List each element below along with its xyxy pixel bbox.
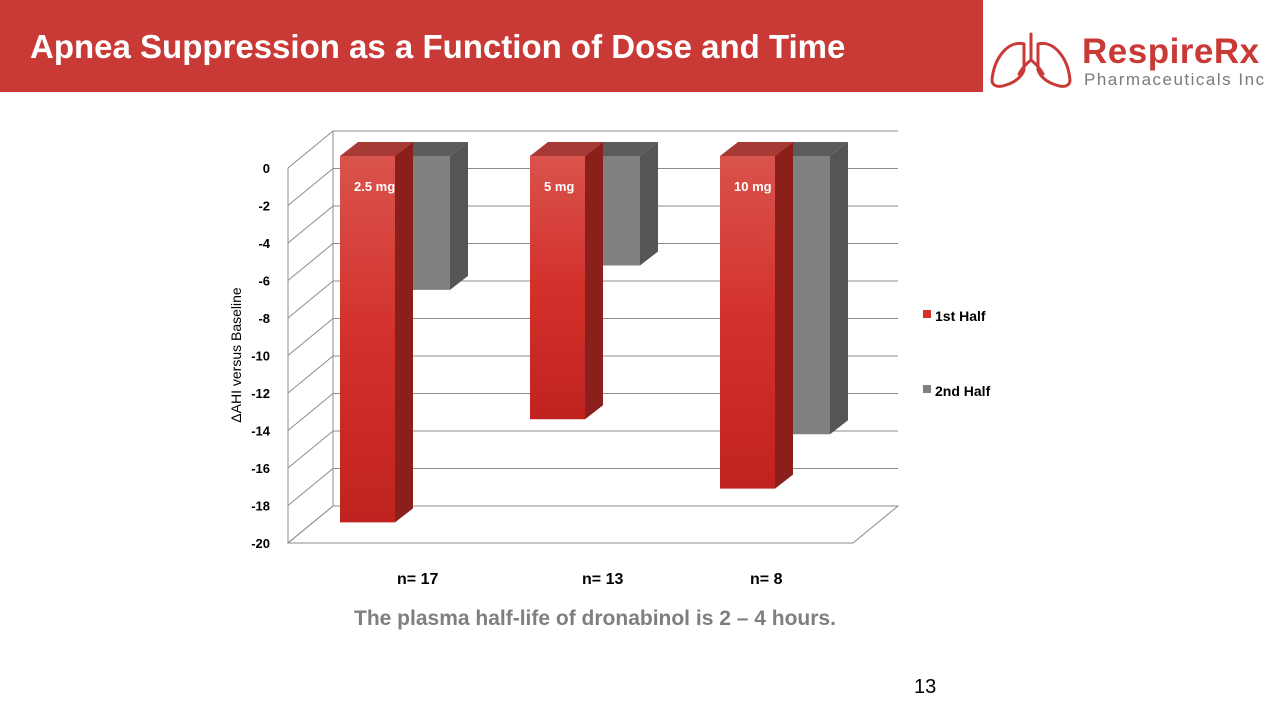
dose-label: 10 mg bbox=[734, 179, 772, 194]
gridline-side bbox=[287, 393, 334, 431]
first-half-bar bbox=[720, 142, 793, 489]
logo-brand-text: RespireRx bbox=[1082, 32, 1260, 71]
y-tick-label: 0 bbox=[263, 161, 270, 176]
legend-swatch-second-half bbox=[923, 385, 931, 393]
y-tick-label: -18 bbox=[251, 499, 270, 514]
n-label: n= 8 bbox=[750, 571, 783, 588]
gridline-side bbox=[287, 430, 334, 469]
gridline-side bbox=[287, 205, 334, 244]
y-tick-label: -12 bbox=[251, 386, 270, 401]
gridline-side bbox=[287, 130, 334, 169]
gridline-side bbox=[287, 243, 334, 281]
dose-label: 2.5 mg bbox=[354, 179, 395, 194]
company-logo: RespireRx Pharmaceuticals Inc bbox=[986, 26, 1276, 92]
y-tick-label: -6 bbox=[258, 274, 270, 289]
gridline-side bbox=[287, 168, 334, 206]
caption: The plasma half-life of dronabinol is 2 … bbox=[354, 607, 836, 630]
y-tick-label: -4 bbox=[258, 236, 270, 251]
gridline-side bbox=[287, 355, 334, 394]
y-tick-label: -8 bbox=[258, 311, 270, 326]
first-half-bar bbox=[530, 142, 603, 420]
title-bar: Apnea Suppression as a Function of Dose … bbox=[0, 0, 983, 92]
lungs-icon bbox=[990, 32, 1072, 88]
n-label: n= 13 bbox=[582, 571, 623, 588]
y-tick-label: -14 bbox=[251, 424, 271, 439]
page-number: 13 bbox=[914, 676, 937, 698]
logo-subtitle: Pharmaceuticals Inc bbox=[1084, 70, 1266, 89]
dose-label: 5 mg bbox=[544, 179, 574, 194]
legend-swatch-first-half bbox=[923, 310, 931, 318]
n-label: n= 17 bbox=[397, 571, 438, 588]
legend: 1st Half 2nd Half bbox=[923, 308, 991, 399]
slide-title: Apnea Suppression as a Function of Dose … bbox=[30, 28, 846, 65]
gridline-side bbox=[287, 468, 334, 506]
gridline-side bbox=[287, 505, 334, 544]
first-half-bar bbox=[340, 142, 413, 523]
legend-label-second-half: 2nd Half bbox=[935, 383, 991, 399]
y-tick-label: -20 bbox=[251, 536, 270, 551]
y-tick-label: -2 bbox=[258, 199, 270, 214]
gridline-side bbox=[287, 318, 334, 356]
y-tick-label: -16 bbox=[251, 461, 270, 476]
gridline-side bbox=[287, 280, 334, 319]
y-axis-label: ΔAHI versus Baseline bbox=[228, 287, 244, 423]
legend-label-first-half: 1st Half bbox=[935, 308, 986, 324]
y-tick-label: -10 bbox=[251, 349, 270, 364]
